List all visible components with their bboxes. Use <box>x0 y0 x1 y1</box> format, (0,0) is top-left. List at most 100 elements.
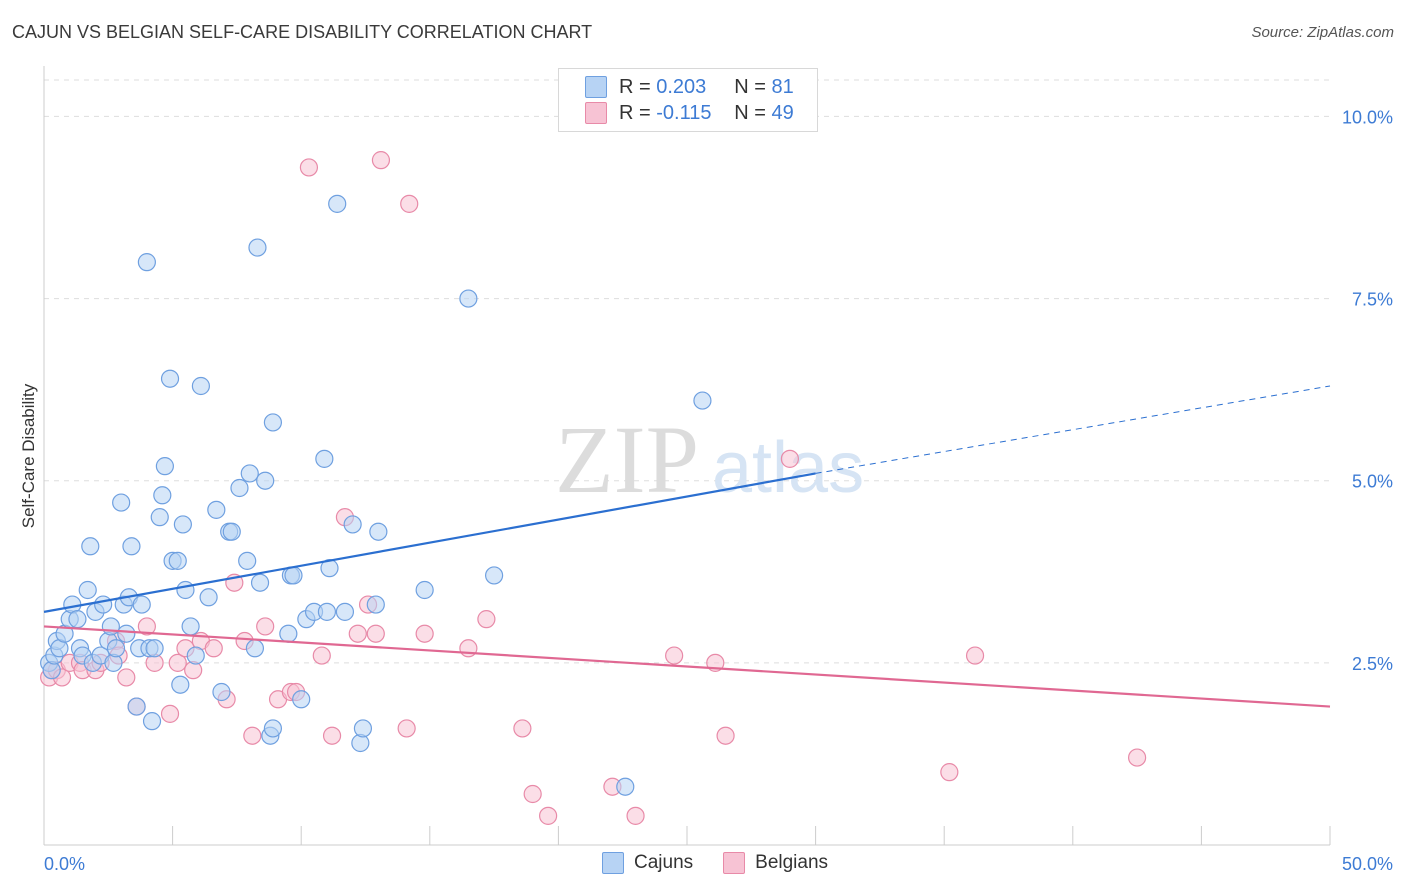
belgian-point <box>371 151 391 170</box>
y-tick-label: 5.0% <box>1352 472 1393 492</box>
cajun-point <box>127 697 146 716</box>
cajun-point <box>317 602 337 621</box>
trend-lines <box>43 385 1331 708</box>
legend-r-value: 0.203 <box>656 75 707 98</box>
cajun-point <box>343 515 362 534</box>
cajun-point <box>155 457 174 476</box>
belgian-point <box>160 704 180 723</box>
belgian-point <box>243 726 262 745</box>
cajun-point <box>145 639 164 658</box>
belgian-point <box>965 646 985 665</box>
correlation-legend: R = 0.203 N = 81 R = -0.115 N = 49 <box>558 68 818 132</box>
cajun-point <box>366 595 385 614</box>
cajun-point <box>150 508 169 527</box>
cajun-point <box>173 515 192 534</box>
belgian-point <box>940 763 959 782</box>
cajuns-legend-swatch <box>602 852 624 874</box>
cajun-point <box>142 712 162 731</box>
axis-labels: 2.5% 5.0% 7.5% 10.0% 0.0% 50.0% Self-Care Disa… <box>19 107 1393 874</box>
belgian-point <box>299 158 319 177</box>
cajun-point <box>160 369 180 388</box>
cajun-point <box>263 413 283 432</box>
cajun-point <box>112 493 131 512</box>
cajun-point <box>284 566 303 585</box>
series-legend: Cajuns Belgians <box>602 852 828 874</box>
belgian-point <box>780 449 799 468</box>
legend-n-value: 81 <box>771 75 794 98</box>
cajun-point <box>176 580 195 600</box>
belgians-trend-line <box>43 625 1331 708</box>
belgian-point <box>366 624 385 643</box>
y-axis-label: Self-Care Disability <box>19 383 38 528</box>
cajun-point <box>106 639 126 658</box>
cajun-point <box>240 464 259 483</box>
belgian-point <box>137 617 156 636</box>
cajun-point <box>353 719 373 738</box>
cajun-point <box>168 551 187 570</box>
cajun-point <box>78 580 97 600</box>
belgians-legend-swatch <box>723 852 746 874</box>
y-tick-label: 2.5% <box>1352 654 1393 674</box>
belgian-point <box>513 719 532 738</box>
cajun-point <box>415 580 434 600</box>
chart-source: Source: ZipAtlas.com <box>1251 24 1394 41</box>
belgian-point <box>415 624 434 643</box>
legend-n-value: 49 <box>771 101 794 124</box>
belgians-legend-label: Belgians <box>755 852 829 873</box>
belgian-point <box>117 668 136 687</box>
cajun-point <box>248 238 267 257</box>
chart-title: CAJUN VS BELGIAN SELF-CARE DISABILITY CO… <box>12 22 593 42</box>
y-tick-label: 7.5% <box>1352 290 1393 310</box>
cajun-point <box>94 595 113 614</box>
cajun-point <box>153 486 172 505</box>
belgian-point <box>256 617 275 636</box>
cajun-point <box>222 522 241 541</box>
cajun-point <box>68 610 87 629</box>
axes <box>43 66 1331 846</box>
belgian-point <box>168 653 187 672</box>
cajun-point <box>245 639 265 658</box>
cajuns-trend-extension <box>815 385 1331 474</box>
cajun-point <box>171 675 190 694</box>
cajun-point <box>459 289 478 308</box>
cajun-point <box>137 253 156 272</box>
cajun-point <box>279 624 298 643</box>
belgian-point <box>204 639 223 658</box>
legend-r-label: R = <box>619 75 651 98</box>
legend-r-value: -0.115 <box>656 101 712 124</box>
legend-r-label: R = <box>619 101 651 124</box>
cajun-point <box>132 595 151 614</box>
cajun-point <box>122 537 141 556</box>
x-tick-label: 0.0% <box>44 854 85 874</box>
watermark-zip: ZIP <box>555 406 699 513</box>
belgian-point <box>397 719 416 738</box>
cajuns-swatch <box>585 76 607 98</box>
belgian-point <box>348 624 367 643</box>
cajun-point <box>199 588 218 607</box>
cajun-point <box>101 617 120 636</box>
watermark-atlas: atlas <box>712 428 864 508</box>
belgian-point <box>716 726 735 745</box>
cajun-point <box>207 500 226 519</box>
legend-n-label: N = <box>734 101 766 124</box>
belgian-point <box>523 784 542 804</box>
cajun-point <box>263 719 283 738</box>
belgians-points <box>40 151 1147 825</box>
cajun-point <box>616 777 635 796</box>
belgian-point <box>312 646 331 665</box>
legend-row-belgians: R = -0.115 N = 49 <box>559 101 794 125</box>
x-tick-label: 50.0% <box>1342 854 1393 874</box>
cajun-point <box>693 391 712 410</box>
cajun-point <box>256 471 275 490</box>
belgian-point <box>539 806 558 825</box>
belgians-swatch <box>585 102 607 124</box>
cajun-point <box>181 617 200 636</box>
belgian-point <box>322 726 342 745</box>
cajun-point <box>186 646 205 665</box>
cajun-point <box>369 522 388 541</box>
belgian-point <box>665 646 684 665</box>
cajun-point <box>328 194 347 213</box>
legend-row-cajuns: R = 0.203 N = 81 <box>559 75 794 99</box>
cajuns-points <box>40 194 712 796</box>
